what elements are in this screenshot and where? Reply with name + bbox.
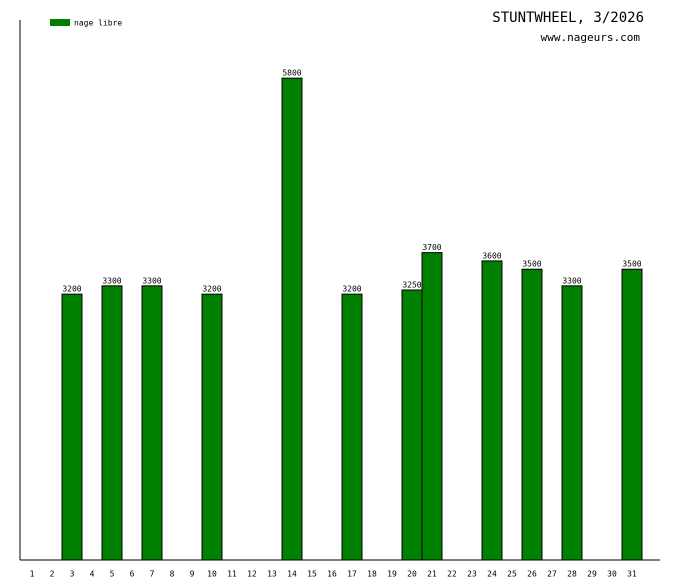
x-tick-label: 12 — [247, 570, 257, 579]
data-label: 3600 — [482, 251, 501, 260]
bar — [281, 77, 303, 561]
x-tick-label: 25 — [507, 570, 517, 579]
bar — [141, 285, 163, 561]
bar — [341, 293, 363, 561]
x-tick-label: 9 — [190, 570, 195, 579]
data-label: 3200 — [342, 285, 361, 294]
x-tick-label: 23 — [467, 570, 477, 579]
chart-subtitle: www.nageurs.com — [541, 31, 641, 44]
x-tick-label: 19 — [387, 570, 397, 579]
bar — [621, 268, 643, 561]
bar — [61, 293, 83, 561]
x-tick-label: 20 — [407, 570, 417, 579]
x-tick-label: 22 — [447, 570, 457, 579]
x-tick-label: 16 — [327, 570, 337, 579]
data-label: 3300 — [562, 276, 581, 285]
x-tick-label: 7 — [150, 570, 155, 579]
x-tick-label: 6 — [130, 570, 135, 579]
data-label: 3200 — [62, 285, 81, 294]
x-tick-label: 13 — [267, 570, 277, 579]
x-tick-label: 18 — [367, 570, 377, 579]
x-tick-label: 8 — [170, 570, 175, 579]
legend-label: nage libre — [74, 19, 122, 28]
x-tick-label: 30 — [607, 570, 617, 579]
x-tick-label: 4 — [90, 570, 95, 579]
x-tick-label: 15 — [307, 570, 317, 579]
x-tick-label: 3 — [70, 570, 75, 579]
legend-swatch — [50, 19, 70, 26]
chart-title: STUNTWHEEL, 3/2026 — [492, 10, 644, 26]
x-tick-label: 17 — [347, 570, 357, 579]
bar — [561, 285, 583, 561]
x-tick-label: 1 — [30, 570, 35, 579]
bar — [401, 289, 423, 561]
x-tick-label: 29 — [587, 570, 597, 579]
x-tick-label: 10 — [207, 570, 217, 579]
data-label: 3500 — [522, 260, 541, 269]
data-label: 3700 — [422, 243, 441, 252]
x-tick-label: 26 — [527, 570, 537, 579]
x-tick-label: 14 — [287, 570, 297, 579]
bar — [201, 293, 223, 561]
bar — [101, 285, 123, 561]
data-label: 3300 — [142, 276, 161, 285]
data-label: 5800 — [282, 69, 301, 78]
bar — [481, 260, 503, 561]
x-tick-label: 21 — [427, 570, 437, 579]
x-tick-label: 31 — [627, 570, 637, 579]
x-tick-label: 28 — [567, 570, 577, 579]
x-tick-label: 24 — [487, 570, 497, 579]
data-label: 3300 — [102, 276, 121, 285]
data-label: 3250 — [402, 281, 421, 290]
data-label: 3500 — [622, 260, 641, 269]
x-tick-label: 2 — [50, 570, 55, 579]
x-tick-label: 27 — [547, 570, 557, 579]
data-label: 3200 — [202, 285, 221, 294]
x-tick-label: 11 — [227, 570, 237, 579]
x-tick-label: 5 — [110, 570, 115, 579]
bar — [521, 268, 543, 561]
bar — [421, 252, 443, 561]
